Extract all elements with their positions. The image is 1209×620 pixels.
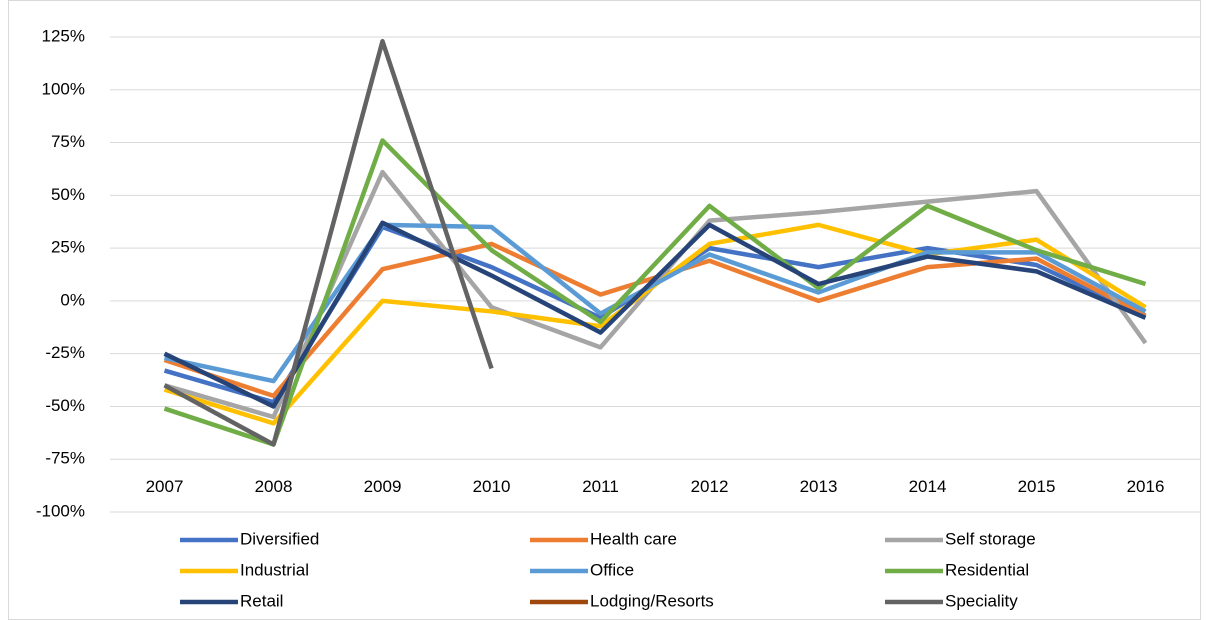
series-line	[164, 222, 1147, 384]
x-tick-label: 2016	[1127, 477, 1165, 496]
x-tick-label: 2009	[364, 477, 402, 496]
x-tick-label: 2012	[691, 477, 729, 496]
y-tick-label: 25%	[51, 238, 85, 257]
y-tick-label: 75%	[51, 132, 85, 151]
legend-label: Lodging/Resorts	[590, 591, 714, 610]
legend-label: Industrial	[240, 560, 309, 579]
legend-label: Residential	[945, 560, 1029, 579]
y-tick-label: -25%	[45, 343, 85, 362]
x-tick-label: 2011	[582, 477, 619, 496]
legend-label: Retail	[240, 591, 283, 610]
x-tick-label: 2007	[146, 477, 184, 496]
legend-label: Health care	[590, 529, 677, 548]
y-tick-label: -100%	[36, 501, 85, 520]
x-tick-label: 2008	[255, 477, 293, 496]
legend-label: Diversified	[240, 529, 319, 548]
x-tick-label: 2013	[800, 477, 838, 496]
series-line	[163, 138, 1147, 447]
legend-label: Self storage	[945, 529, 1036, 548]
y-tick-label: 50%	[51, 185, 85, 204]
x-tick-label: 2015	[1018, 477, 1056, 496]
x-tick-label: 2014	[909, 477, 947, 496]
y-tick-label: -75%	[45, 449, 85, 468]
series-line	[163, 220, 1147, 409]
legend-label: Office	[590, 560, 634, 579]
x-tick-label: 2010	[473, 477, 511, 496]
y-tick-label: 125%	[42, 26, 85, 45]
y-tick-label: -50%	[45, 396, 85, 415]
series-line	[163, 38, 494, 447]
y-tick-label: 0%	[60, 290, 85, 309]
y-tick-label: 100%	[42, 79, 85, 98]
legend-label: Speciality	[945, 591, 1018, 610]
